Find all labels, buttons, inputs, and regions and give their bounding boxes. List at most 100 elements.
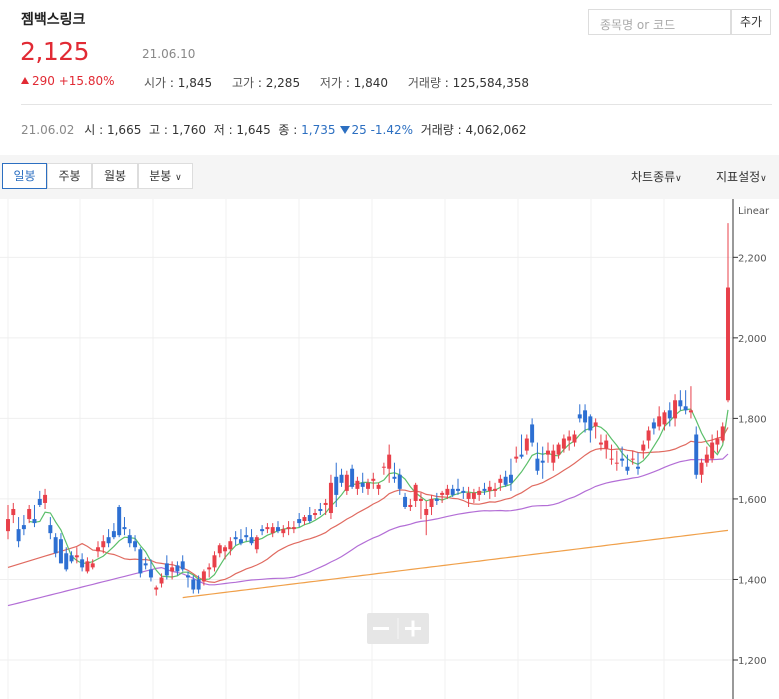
candle: [106, 529, 111, 548]
candle: [180, 555, 185, 572]
chevron-down-icon: ∨: [760, 174, 767, 184]
tab-weekly[interactable]: 주봉: [47, 163, 92, 189]
candle: [217, 543, 222, 558]
candle-body: [710, 442, 715, 459]
candle-body: [217, 545, 222, 554]
candle: [440, 490, 445, 503]
candle-body: [694, 434, 699, 475]
tab-minute[interactable]: 분봉 ∨: [138, 163, 193, 189]
add-button[interactable]: 추가: [731, 9, 771, 35]
candle: [572, 430, 577, 447]
candle: [297, 513, 302, 528]
candle: [567, 430, 572, 451]
candle-body: [630, 458, 635, 460]
candle: [74, 547, 79, 564]
candle: [397, 468, 402, 495]
chart-type-menu[interactable]: 차트종류∨: [631, 168, 682, 185]
candle: [175, 561, 180, 576]
candle-body: [101, 541, 106, 548]
candle: [307, 506, 312, 524]
candle-body: [127, 535, 132, 544]
candle-body: [207, 567, 212, 570]
candle: [339, 468, 344, 487]
search-input[interactable]: 종목명 or 코드: [588, 9, 731, 35]
candle: [249, 529, 254, 546]
candle-body: [667, 410, 672, 419]
candle-body: [302, 517, 307, 522]
candle-body: [48, 525, 53, 534]
candle-body: [37, 498, 42, 505]
candle-body: [249, 537, 254, 544]
candle: [667, 402, 672, 427]
zoom-out-icon[interactable]: [373, 627, 389, 630]
candle-body: [413, 484, 418, 501]
candle-body: [646, 430, 651, 441]
candle: [551, 444, 556, 471]
previous-day-summary: 21.06.02 시 : 1,665 고 : 1,760 저 : 1,645 종…: [21, 123, 527, 137]
scale-label: Linear: [738, 206, 770, 217]
candle-body: [170, 567, 175, 572]
stat-low-value: 1,840: [353, 76, 389, 90]
candle-body: [567, 436, 572, 441]
candle: [429, 494, 434, 516]
y-tick-label: 2,200: [738, 253, 767, 264]
candle-body: [651, 422, 656, 429]
stat-volume: 거래량 : 125,584,358: [407, 76, 529, 90]
candle: [688, 386, 693, 419]
candle-body: [180, 561, 185, 570]
candle: [196, 575, 201, 594]
candle-body: [233, 537, 238, 540]
candle: [636, 452, 640, 475]
candle: [424, 500, 429, 536]
zoom-control: [367, 613, 429, 644]
candle-body: [323, 502, 328, 505]
candle: [678, 390, 683, 411]
candle-body: [186, 575, 190, 578]
candle: [456, 478, 460, 495]
candle-body: [498, 478, 503, 483]
candle-body: [254, 537, 259, 550]
candle-body: [201, 571, 206, 582]
candle: [519, 434, 524, 459]
stat-low-label: 저가: [319, 76, 342, 90]
stat-high-value: 2,285: [265, 76, 301, 90]
prev-close-label: 종: [278, 123, 290, 137]
candle: [535, 442, 540, 475]
candle-body: [577, 414, 582, 419]
candle-body: [27, 508, 32, 520]
candle-body: [514, 456, 519, 459]
candle: [37, 490, 42, 507]
candle: [270, 523, 275, 538]
prev-date: 21.06.02: [21, 123, 75, 137]
y-tick-label: 1,800: [738, 414, 767, 425]
candle: [630, 450, 635, 465]
tab-daily[interactable]: 일봉: [2, 163, 47, 189]
candle-body: [461, 490, 466, 493]
candle-body: [715, 438, 720, 445]
candle-body: [318, 508, 323, 512]
candle: [313, 508, 318, 520]
candle: [233, 531, 238, 546]
candle-body: [11, 508, 16, 516]
candle-body: [636, 466, 640, 469]
indicator-menu[interactable]: 지표설정∨: [716, 168, 767, 185]
candlestick-chart[interactable]: Linear 1,200 1,400 1,600 1,800 2,000 2,200: [0, 199, 779, 699]
candle-body: [620, 458, 625, 461]
candle: [260, 525, 265, 536]
stat-high-label: 고가: [231, 76, 255, 90]
candle: [276, 521, 280, 534]
candle: [683, 390, 688, 415]
candle: [646, 426, 651, 449]
candle-body: [366, 482, 370, 489]
candle: [53, 533, 58, 558]
tab-monthly[interactable]: 월봉: [92, 163, 138, 189]
candle: [228, 537, 233, 556]
candle: [418, 492, 423, 520]
candle-body: [561, 438, 566, 449]
candle-body: [440, 492, 445, 495]
candle: [392, 462, 397, 483]
candle-body: [387, 454, 392, 469]
candle-body: [164, 563, 169, 576]
candle-body: [456, 488, 460, 491]
candle-body: [371, 478, 376, 481]
